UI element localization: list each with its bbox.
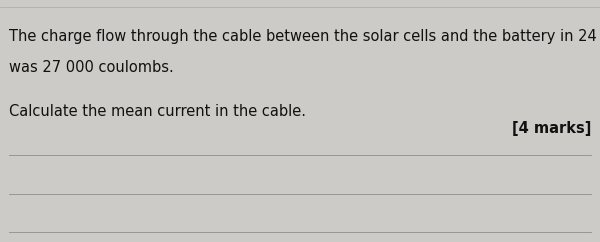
Text: The charge flow through the cable between the solar cells and the battery in 24 : The charge flow through the cable betwee… [9, 29, 600, 44]
Text: Calculate the mean current in the cable.: Calculate the mean current in the cable. [9, 104, 306, 119]
Text: [4 marks]: [4 marks] [512, 121, 591, 136]
Text: was 27 000 coulombs.: was 27 000 coulombs. [9, 60, 174, 76]
